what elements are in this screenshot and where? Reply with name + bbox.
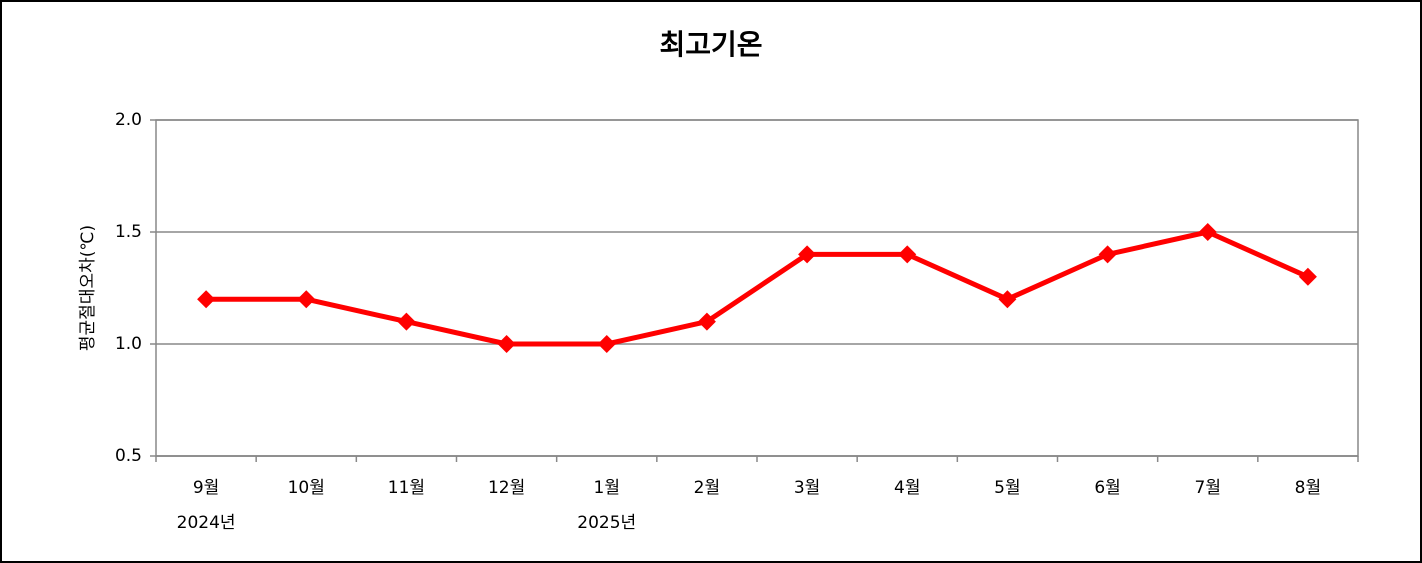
- x-group-label: 2025년: [577, 513, 636, 533]
- point-marker: [397, 312, 416, 331]
- point-marker: [497, 335, 516, 353]
- point-marker: [1198, 223, 1217, 241]
- x-tick-label: 11월: [388, 478, 425, 498]
- point-marker: [697, 312, 716, 331]
- x-tick-label: 7월: [1195, 478, 1221, 498]
- x-tick-label: 6월: [1094, 478, 1120, 498]
- x-tick-label: 3월: [794, 478, 820, 498]
- point-marker: [798, 245, 817, 264]
- point-marker: [297, 290, 316, 309]
- chart-title: 최고기온: [659, 28, 762, 61]
- x-tick-label: 4월: [894, 478, 920, 498]
- series-line: [206, 229, 1309, 347]
- x-tick-label: 5월: [994, 478, 1020, 498]
- x-group-label: 2024년: [177, 513, 236, 533]
- point-marker: [597, 335, 616, 353]
- y-axis-label: 평균절대오차(℃): [78, 225, 98, 351]
- point-marker: [898, 245, 917, 264]
- point-marker: [197, 290, 216, 309]
- x-tick-label: 10월: [288, 478, 325, 498]
- x-tick-label: 9월: [193, 478, 219, 498]
- y-tick-label: 0.5: [115, 446, 142, 466]
- y-tick-label: 1.0: [115, 334, 142, 354]
- y-tick-label: 2.0: [115, 110, 142, 130]
- x-tick-label: 2월: [694, 478, 720, 498]
- y-tick-label: 1.5: [115, 222, 142, 242]
- x-tick-label: 8월: [1295, 478, 1321, 498]
- point-marker: [1298, 267, 1317, 286]
- point-marker: [1098, 245, 1117, 264]
- x-tick-label: 1월: [594, 478, 620, 498]
- x-tick-label: 12월: [488, 478, 525, 498]
- point-marker: [998, 290, 1017, 309]
